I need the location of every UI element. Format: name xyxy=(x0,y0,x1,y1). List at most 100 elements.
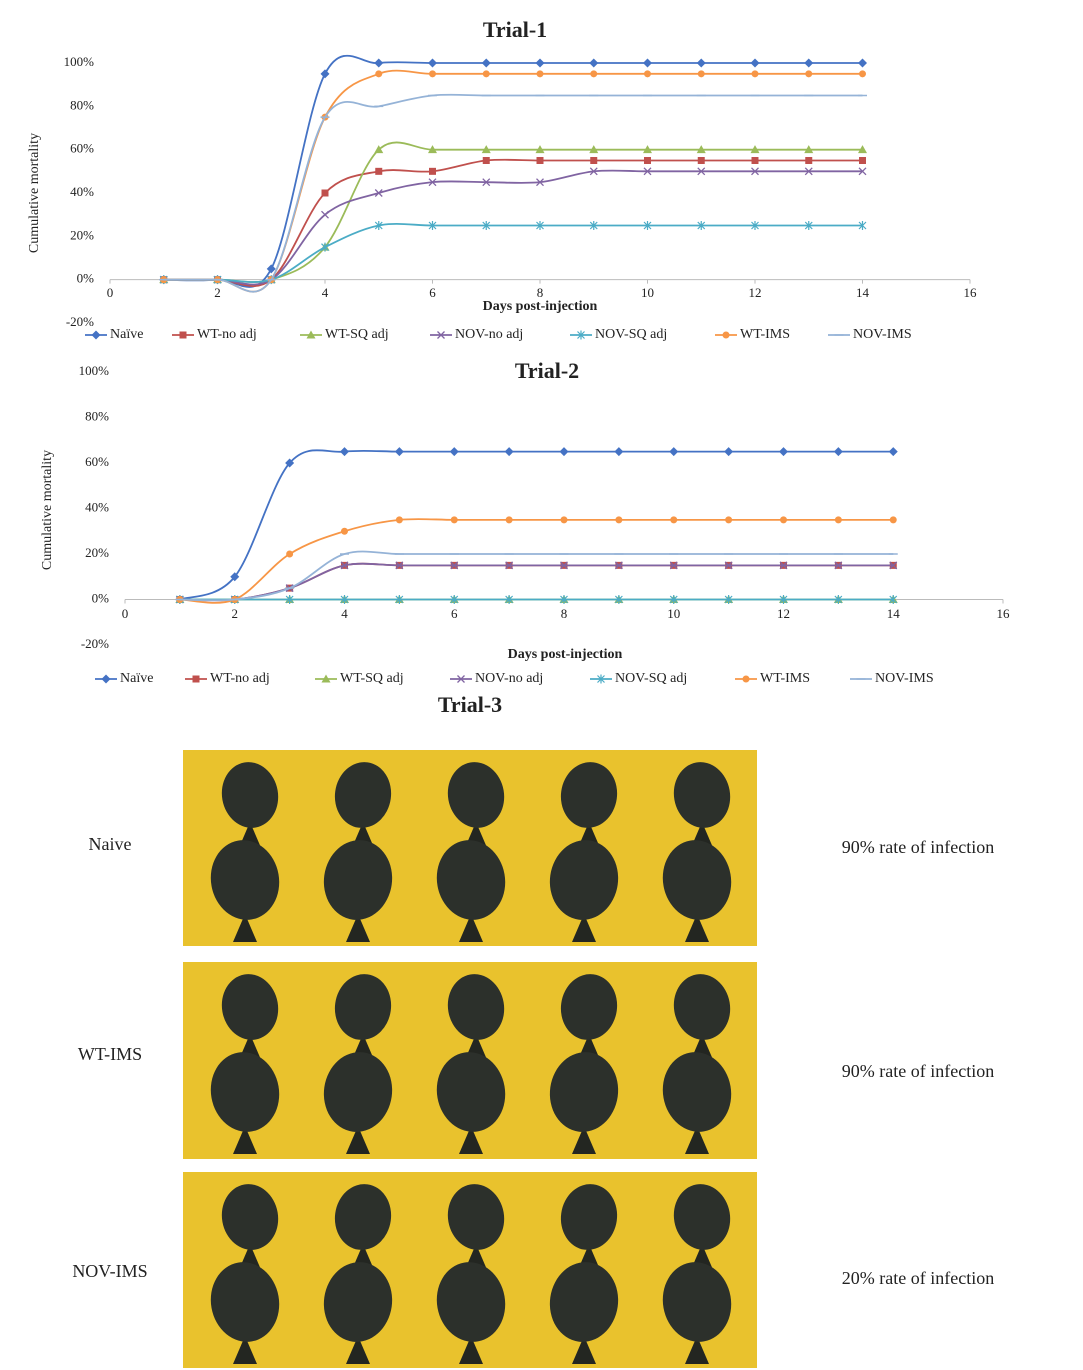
y-tick-label: 40% xyxy=(85,499,109,514)
fish-body xyxy=(323,1262,393,1342)
marker xyxy=(614,561,623,570)
marker xyxy=(340,561,349,570)
fish-body xyxy=(673,974,731,1040)
marker xyxy=(482,178,491,187)
marker xyxy=(450,516,458,524)
legend-label: WT-no adj xyxy=(210,671,270,686)
marker xyxy=(589,145,599,154)
marker xyxy=(804,58,814,68)
fish-tail xyxy=(459,1336,483,1364)
marker xyxy=(889,595,898,604)
legend-label: NOV-SQ adj xyxy=(595,327,667,342)
y-tick-label: -20% xyxy=(66,314,94,329)
series-line xyxy=(179,562,894,602)
marker xyxy=(560,595,568,604)
y-tick-label: 60% xyxy=(85,454,109,469)
fish-tail xyxy=(685,1336,709,1364)
x-tick-label: 4 xyxy=(322,285,329,300)
marker xyxy=(374,145,384,154)
legend-label: Naïve xyxy=(120,671,153,686)
legend-label: NOV-no adj xyxy=(455,327,523,342)
marker xyxy=(590,157,598,164)
fish-body xyxy=(221,974,279,1040)
marker xyxy=(394,447,404,457)
marker xyxy=(449,447,459,457)
marker xyxy=(697,157,705,164)
fish-body xyxy=(560,762,618,828)
marker xyxy=(751,157,759,164)
marker xyxy=(643,145,652,154)
fish-body xyxy=(560,974,618,1040)
marker xyxy=(751,221,759,230)
marker xyxy=(179,331,187,339)
marker xyxy=(742,675,750,683)
y-tick-label: 0% xyxy=(92,590,110,605)
marker xyxy=(697,167,706,176)
marker xyxy=(669,595,678,604)
marker xyxy=(306,330,316,339)
marker xyxy=(858,58,867,68)
fish-body xyxy=(210,1262,280,1342)
fish xyxy=(436,840,506,942)
marker xyxy=(429,167,436,175)
marker xyxy=(321,242,329,252)
marker xyxy=(780,516,787,524)
series-line xyxy=(163,223,863,283)
y-tick-label: 80% xyxy=(85,408,109,423)
marker xyxy=(320,69,330,79)
marker xyxy=(450,595,459,604)
marker xyxy=(374,189,383,197)
chart-title: Trial-2 xyxy=(515,358,579,383)
x-tick-label: 16 xyxy=(997,606,1011,621)
marker xyxy=(321,189,329,197)
marker xyxy=(724,595,733,604)
marker xyxy=(590,70,598,78)
marker xyxy=(559,447,569,457)
marker xyxy=(779,595,788,604)
marker xyxy=(615,516,623,524)
x-tick-label: 10 xyxy=(667,606,680,621)
marker xyxy=(889,561,898,570)
marker xyxy=(395,561,404,570)
marker xyxy=(779,447,788,457)
fish xyxy=(549,1052,619,1154)
series-line xyxy=(163,69,863,293)
marker xyxy=(505,595,514,604)
x-tick-label: 2 xyxy=(232,606,239,621)
marker xyxy=(375,167,383,175)
x-tick-label: 0 xyxy=(107,285,114,300)
fish-body xyxy=(323,840,393,920)
fish-tail xyxy=(685,914,709,942)
fish-body xyxy=(334,762,392,828)
marker xyxy=(504,447,514,457)
fish xyxy=(549,1262,619,1364)
legend-label: WT-SQ adj xyxy=(340,671,404,686)
marker xyxy=(804,167,813,176)
marker xyxy=(669,447,679,457)
marker xyxy=(589,167,598,176)
marker xyxy=(589,221,598,230)
marker xyxy=(858,221,867,230)
marker xyxy=(230,572,240,582)
series-line xyxy=(179,449,894,601)
marker xyxy=(696,145,706,154)
marker xyxy=(589,58,599,68)
y-axis-title: Cumulative mortality xyxy=(27,133,42,253)
marker xyxy=(340,447,349,457)
legend-label: NOV-IMS xyxy=(875,671,934,686)
marker xyxy=(804,145,814,154)
marker xyxy=(450,561,459,570)
marker xyxy=(804,221,813,230)
marker xyxy=(750,58,760,68)
marker xyxy=(395,595,404,604)
fish xyxy=(549,840,619,942)
marker xyxy=(192,675,200,683)
series-line xyxy=(163,141,863,283)
marker xyxy=(428,145,437,154)
marker xyxy=(833,447,843,457)
fish-body xyxy=(447,762,505,828)
marker xyxy=(536,70,544,78)
x-tick-label: 12 xyxy=(777,606,790,621)
x-tick-label: 14 xyxy=(887,606,901,621)
fish-body xyxy=(210,1052,280,1132)
